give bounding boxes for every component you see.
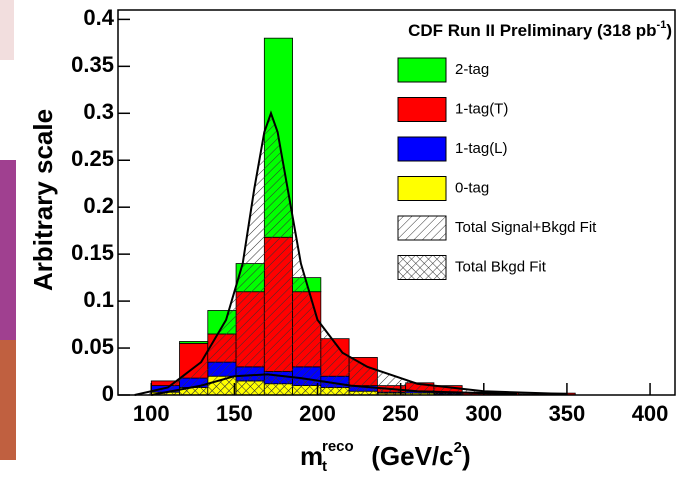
legend-label: 2-tag [455, 61, 489, 78]
y-tick-label: 0.4 [83, 5, 114, 30]
legend-label: 1-tag(T) [455, 100, 508, 117]
legend-label: Total Bkgd Fit [455, 258, 547, 275]
title-text: CDF Run II Preliminary (318 pb [408, 21, 656, 40]
legend: 2-tag 1-tag(T) 1-tag(L) 0-tag Total Signal+B… [397, 57, 597, 280]
y-tick-label: 0.25 [71, 146, 114, 171]
legend-swatch [397, 57, 447, 83]
fit-area [134, 113, 567, 395]
y-tick-label: 0 [102, 381, 114, 406]
side-fragment [0, 0, 14, 60]
plot-area [134, 37, 576, 396]
x-tick-label: 300 [465, 401, 502, 426]
legend-swatch [397, 255, 447, 280]
x-label-end: ) [462, 441, 471, 471]
x-tick-label: 250 [382, 401, 419, 426]
x-label-sub: t [322, 458, 327, 475]
x-axis-label: m t reco (GeV/c2) [300, 438, 471, 475]
legend-swatch [397, 97, 447, 122]
fit-curve [151, 373, 518, 396]
chart-title: CDF Run II Preliminary (318 pb-1) [408, 19, 672, 41]
plot-frame [117, 9, 676, 396]
y-tick-label: 0.05 [71, 334, 114, 359]
y-axis-label: Arbitrary scale [28, 109, 58, 291]
y-tick-label: 0.15 [71, 240, 114, 265]
x-label-unit-sup: 2 [454, 439, 462, 456]
y-tick-label: 0.2 [83, 193, 114, 218]
x-tick-label: 200 [299, 401, 336, 426]
x-label-unit-text: (GeV/c [364, 441, 454, 471]
legend-swatch [397, 136, 447, 162]
x-label-unit: (GeV/c2) [364, 439, 471, 471]
x-tick-label: 150 [216, 401, 253, 426]
legend-label: 0-tag [455, 179, 489, 196]
legend-label: Total Signal+Bkgd Fit [455, 219, 597, 236]
legend-label: 1-tag(L) [455, 140, 508, 157]
histogram-bar [179, 341, 209, 344]
x-label-main: m [300, 441, 323, 471]
fit-curve [134, 110, 567, 396]
y-tick-label: 0.35 [71, 52, 114, 77]
side-fragment [0, 340, 16, 460]
x-tick-label: 100 [133, 401, 170, 426]
fit-area [151, 374, 518, 395]
x-tick-label: 350 [549, 401, 586, 426]
title-sup: -1 [657, 19, 667, 31]
legend-swatch [397, 176, 447, 201]
title-end: ) [666, 21, 672, 40]
legend-swatch [397, 215, 447, 241]
x-tick-label: 400 [632, 401, 669, 426]
y-tick-label: 0.3 [83, 99, 114, 124]
y-tick-label: 0.1 [83, 287, 114, 312]
x-label-sup: reco [322, 438, 354, 455]
